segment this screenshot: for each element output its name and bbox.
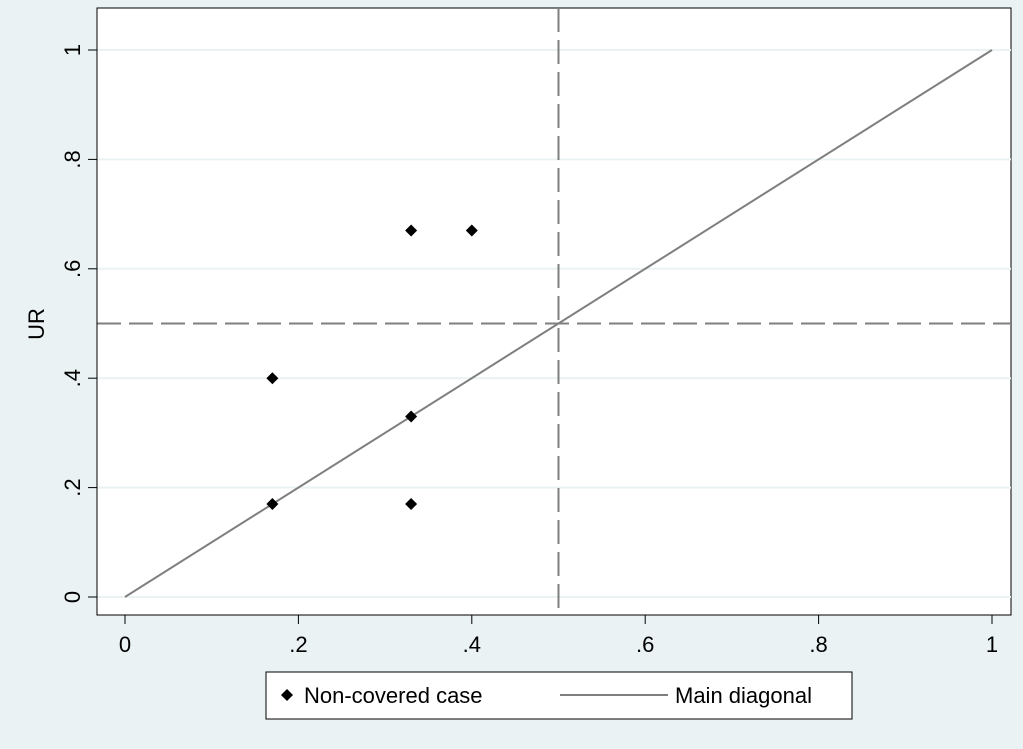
- reference-lines: [97, 8, 1011, 615]
- legend-symbol-diamond: [281, 689, 293, 701]
- data-point-0: [266, 498, 279, 511]
- gridlines: [97, 49, 1011, 598]
- scatter-points: [266, 224, 478, 511]
- y-tick-label-1: .2: [60, 478, 85, 496]
- y-tick-label-5: 1: [60, 44, 85, 56]
- data-point-2: [405, 498, 418, 511]
- y-tick-label-4: .8: [60, 150, 85, 168]
- x-tick-label-0: 0: [119, 632, 131, 657]
- x-tick-label-5: 1: [986, 632, 998, 657]
- x-tick-label-4: .8: [809, 632, 827, 657]
- x-tick-label-1: .2: [289, 632, 307, 657]
- data-point-3: [405, 410, 418, 423]
- x-tick-label-3: .6: [636, 632, 654, 657]
- axes: 0 .2 .4 .6 .8 1 0 .2 .4 .6 .8 1: [60, 8, 1011, 657]
- data-point-5: [465, 224, 478, 237]
- legend-label-main-diagonal: Main diagonal: [675, 683, 812, 708]
- y-tick-label-0: 0: [60, 591, 85, 603]
- legend-label-non-covered-case: Non-covered case: [304, 683, 483, 708]
- x-tick-label-2: .4: [463, 632, 481, 657]
- data-point-1: [266, 372, 279, 385]
- y-tick-label-2: .4: [60, 369, 85, 387]
- plot-area: [96, 7, 1012, 616]
- data-point-4: [405, 224, 418, 237]
- legend-box: [265, 671, 853, 720]
- y-tick-label-3: .6: [60, 260, 85, 278]
- y-axis-title: UR: [24, 308, 49, 340]
- legend: Non-covered case Main diagonal: [265, 671, 853, 720]
